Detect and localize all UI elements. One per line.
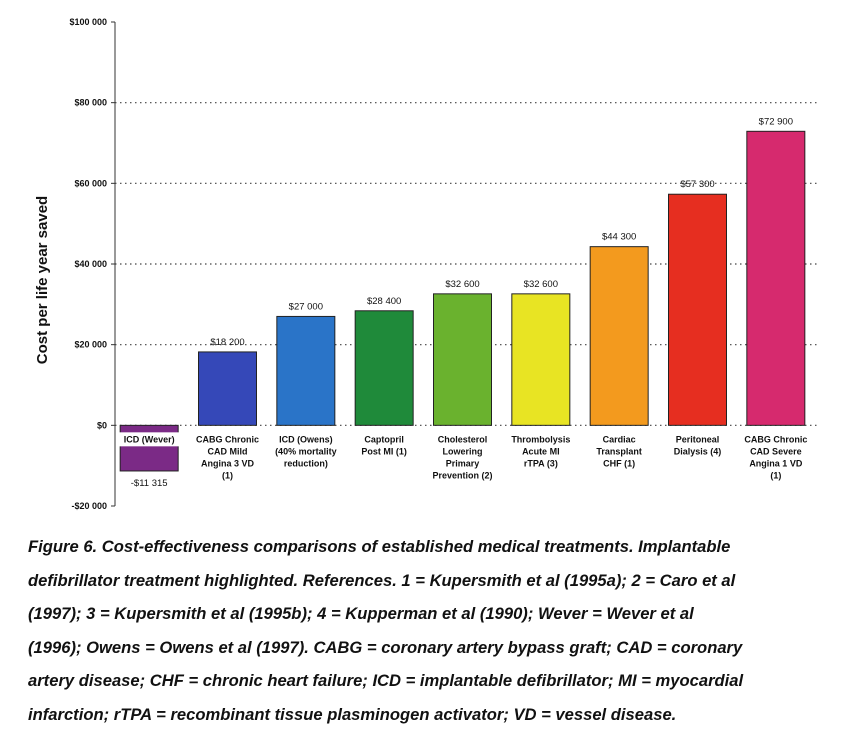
bar [746, 130, 806, 426]
category-label: Primary [446, 458, 480, 468]
bar-value-label: $32 600 [445, 279, 479, 290]
bar-value-label: $72 900 [759, 116, 793, 127]
caption-line: (1996); Owens = Owens et al (1997). CABG… [28, 637, 743, 657]
bar [354, 310, 414, 426]
category-label: ICD (Wever) [124, 434, 175, 444]
labels: -$11 315 ICD (Wever) $18 200 CABG Chronic CA… [124, 116, 808, 489]
category-label: (1) [770, 470, 781, 480]
y-tick-label: $20 000 [74, 340, 107, 350]
category-label: CHF (1) [603, 458, 635, 468]
bar-chart: $100 000 $80 000 $60 000 $40 000 $20 000 $0 -$… [34, 17, 820, 511]
y-tick-label: -$20 000 [71, 501, 107, 511]
y-axis-label: Cost per life year saved [34, 196, 51, 364]
bar-value-label: $57 300 [680, 179, 714, 190]
category-label: Post MI (1) [361, 446, 407, 456]
bar [433, 293, 492, 426]
category-label: reduction) [284, 458, 328, 468]
category-label: Prevention (2) [432, 470, 492, 480]
y-tick-label: $0 [97, 420, 107, 430]
category-label: CABG Chronic [744, 434, 807, 444]
y-tick-label: $80 000 [74, 98, 107, 108]
category-label: (1) [222, 470, 233, 480]
category-label: (40% mortality [275, 446, 337, 456]
category-label: Acute MI [522, 446, 560, 456]
y-tick-label: $40 000 [74, 259, 107, 269]
bar-value-label: $44 300 [602, 232, 636, 243]
category-label: Dialysis (4) [674, 446, 722, 456]
bar-value-label: $27 000 [289, 301, 323, 312]
bar [589, 246, 649, 426]
category-label: ICD (Owens) [279, 434, 333, 444]
category-label: Captopril [364, 434, 404, 444]
bar-value-label: -$11 315 [131, 478, 168, 489]
caption-line: artery disease; CHF = chronic heart fail… [28, 671, 744, 690]
y-axis: $100 000 $80 000 $60 000 $40 000 $20 000 $0 -$… [69, 17, 116, 511]
bar-value-label: $18 200 [210, 337, 244, 348]
y-tick-label: $100 000 [69, 17, 107, 27]
caption-line: defibrillator treatment highlighted. Ref… [28, 570, 736, 590]
figure-caption: Figure 6. Cost-effectiveness comparisons… [28, 530, 843, 731]
category-label: rTPA (3) [524, 458, 558, 468]
bar [668, 193, 727, 426]
category-label: CABG Chronic [196, 434, 259, 444]
bar [119, 424, 179, 472]
caption-line: infarction; rTPA = recombinant tissue pl… [28, 704, 677, 724]
category-label: Lowering [443, 446, 483, 456]
bar [276, 315, 336, 426]
caption-line: Figure 6. Cost-effectiveness comparisons… [28, 537, 731, 556]
bar-value-label: $32 600 [524, 279, 558, 290]
category-label: CAD Severe [750, 446, 802, 456]
bar-value-label: $28 400 [367, 296, 401, 307]
caption-line: (1997); 3 = Kupersmith et al (1995b); 4 … [28, 604, 694, 623]
bars [118, 130, 806, 472]
category-label: Cholesterol [438, 434, 488, 444]
bar [198, 351, 257, 426]
bar-label-backing [118, 432, 181, 447]
category-label: Thrombolysis [511, 434, 570, 444]
category-label: Angina 1 VD [749, 458, 803, 468]
category-label: Cardiac [603, 434, 636, 444]
category-label: Transplant [596, 446, 642, 456]
bar [511, 293, 571, 426]
category-label: CAD Mild [208, 446, 248, 456]
y-tick-label: $60 000 [74, 178, 107, 188]
category-label: Peritoneal [676, 434, 720, 444]
category-label: Angina 3 VD [201, 458, 255, 468]
